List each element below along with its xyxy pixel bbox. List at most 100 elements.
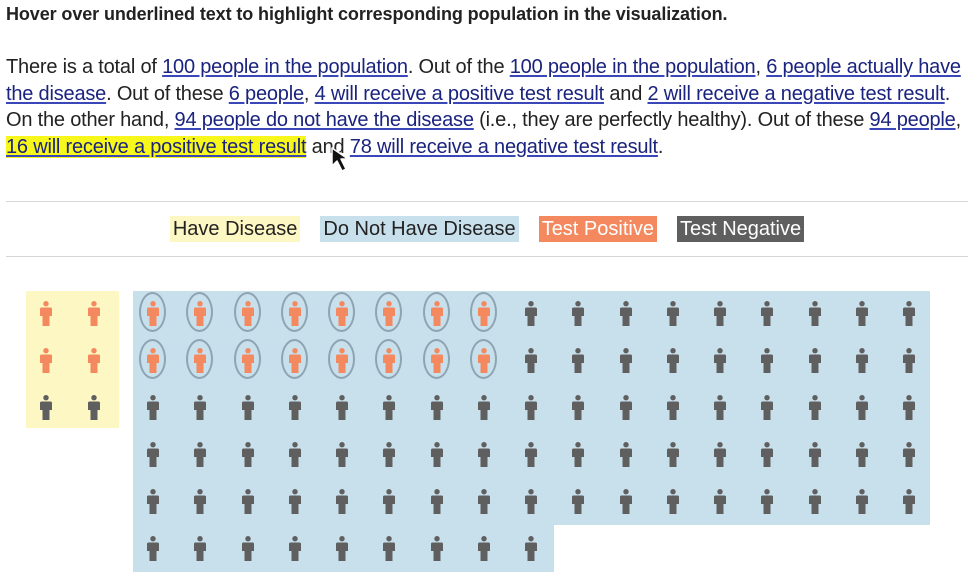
person-healthy-negative xyxy=(231,433,267,477)
highlight-ring xyxy=(186,339,213,379)
person-healthy-positive xyxy=(136,339,172,383)
person-healthy-positive xyxy=(467,292,503,336)
hover-link[interactable]: 6 people actually have the disease xyxy=(6,56,961,105)
hover-link[interactable]: 6 people xyxy=(228,82,304,105)
person-healthy-negative xyxy=(892,386,928,430)
person-healthy-negative xyxy=(136,433,172,477)
hover-link[interactable]: 100 people in the population xyxy=(162,56,408,78)
person-healthy-negative xyxy=(892,339,928,383)
person-healthy-negative xyxy=(467,480,503,524)
person-healthy-negative xyxy=(183,386,219,430)
person-healthy-negative xyxy=(845,339,881,383)
person-healthy-negative xyxy=(231,527,267,571)
person-disease-positive xyxy=(77,339,113,383)
person-healthy-positive xyxy=(278,292,314,336)
highlight-ring xyxy=(139,292,166,332)
person-healthy-negative xyxy=(703,292,739,336)
divider-bottom xyxy=(6,256,968,257)
person-healthy-negative xyxy=(609,339,645,383)
person-healthy-negative xyxy=(231,386,267,430)
hover-link[interactable]: 94 people do not have the disease xyxy=(174,109,474,131)
person-healthy-negative xyxy=(798,339,834,383)
paragraph-text: . Out of the xyxy=(407,56,510,78)
person-healthy-negative xyxy=(278,386,314,430)
person-healthy-negative xyxy=(656,292,692,336)
person-healthy-positive xyxy=(325,292,361,336)
hover-link[interactable]: 94 people xyxy=(869,109,956,131)
person-healthy-negative xyxy=(703,339,739,383)
person-healthy-negative xyxy=(372,527,408,571)
person-healthy-negative xyxy=(420,480,456,524)
person-healthy-negative xyxy=(183,480,219,524)
person-healthy-negative xyxy=(325,527,361,571)
person-healthy-negative xyxy=(845,480,881,524)
person-healthy-positive xyxy=(136,292,172,336)
paragraph-text: and xyxy=(604,82,648,105)
person-healthy-negative xyxy=(750,480,786,524)
person-healthy-negative xyxy=(420,527,456,571)
person-healthy-positive xyxy=(183,292,219,336)
person-healthy-negative xyxy=(372,386,408,430)
person-healthy-negative xyxy=(561,480,597,524)
hover-link[interactable]: 78 will receive a negative test result xyxy=(349,135,658,158)
highlight-ring xyxy=(234,339,261,379)
person-healthy-negative xyxy=(750,339,786,383)
paragraph-text: There is a total of xyxy=(6,56,163,78)
person-healthy-negative xyxy=(278,480,314,524)
person-healthy-positive xyxy=(420,292,456,336)
hover-link[interactable]: 4 will receive a positive test result xyxy=(314,82,605,105)
person-healthy-negative xyxy=(372,433,408,477)
person-healthy-negative xyxy=(467,433,503,477)
person-healthy-negative xyxy=(183,527,219,571)
person-healthy-negative xyxy=(514,386,550,430)
person-healthy-negative xyxy=(656,339,692,383)
mouse-cursor-icon xyxy=(331,147,349,172)
person-healthy-negative xyxy=(514,527,550,571)
highlight-ring xyxy=(423,292,450,332)
highlight-ring xyxy=(234,292,261,332)
person-healthy-positive xyxy=(372,292,408,336)
person-healthy-negative xyxy=(325,480,361,524)
person-healthy-positive xyxy=(278,339,314,383)
person-healthy-negative xyxy=(325,433,361,477)
person-healthy-negative xyxy=(278,433,314,477)
person-healthy-negative xyxy=(514,339,550,383)
legend-no-disease: Do Not Have Disease xyxy=(320,216,519,242)
person-healthy-negative xyxy=(183,433,219,477)
person-healthy-negative xyxy=(656,433,692,477)
highlight-ring xyxy=(281,292,308,332)
person-healthy-negative xyxy=(609,433,645,477)
person-healthy-negative xyxy=(656,480,692,524)
person-healthy-positive xyxy=(372,339,408,383)
highlight-ring xyxy=(328,292,355,332)
instruction-heading: Hover over underlined text to highlight … xyxy=(6,4,728,24)
person-healthy-negative xyxy=(703,386,739,430)
person-healthy-negative xyxy=(703,433,739,477)
person-healthy-positive xyxy=(420,339,456,383)
person-healthy-negative xyxy=(798,433,834,477)
person-healthy-negative xyxy=(325,386,361,430)
paragraph-text: (i.e., they are perfectly healthy). Out … xyxy=(473,109,870,131)
person-healthy-positive xyxy=(325,339,361,383)
highlight-ring xyxy=(186,292,213,332)
hover-link[interactable]: 2 will receive a negative test result xyxy=(647,82,945,105)
highlight-ring xyxy=(423,339,450,379)
person-healthy-negative xyxy=(561,386,597,430)
highlight-ring xyxy=(375,292,402,332)
person-healthy-positive xyxy=(183,339,219,383)
person-healthy-negative xyxy=(136,480,172,524)
person-healthy-negative xyxy=(798,386,834,430)
highlight-ring xyxy=(328,339,355,379)
person-disease-negative xyxy=(77,386,113,430)
explanation-paragraph: There is a total of 100 people in the po… xyxy=(6,54,964,160)
person-healthy-negative xyxy=(136,386,172,430)
person-disease-negative xyxy=(29,386,65,430)
hover-link[interactable]: 16 will receive a positive test result xyxy=(6,135,307,158)
person-healthy-negative xyxy=(656,386,692,430)
hover-link[interactable]: 100 people in the population xyxy=(509,56,756,78)
person-healthy-negative xyxy=(231,480,267,524)
person-healthy-negative xyxy=(514,292,550,336)
legend-test-positive: Test Positive xyxy=(538,216,657,242)
person-healthy-negative xyxy=(798,292,834,336)
person-healthy-negative xyxy=(467,386,503,430)
